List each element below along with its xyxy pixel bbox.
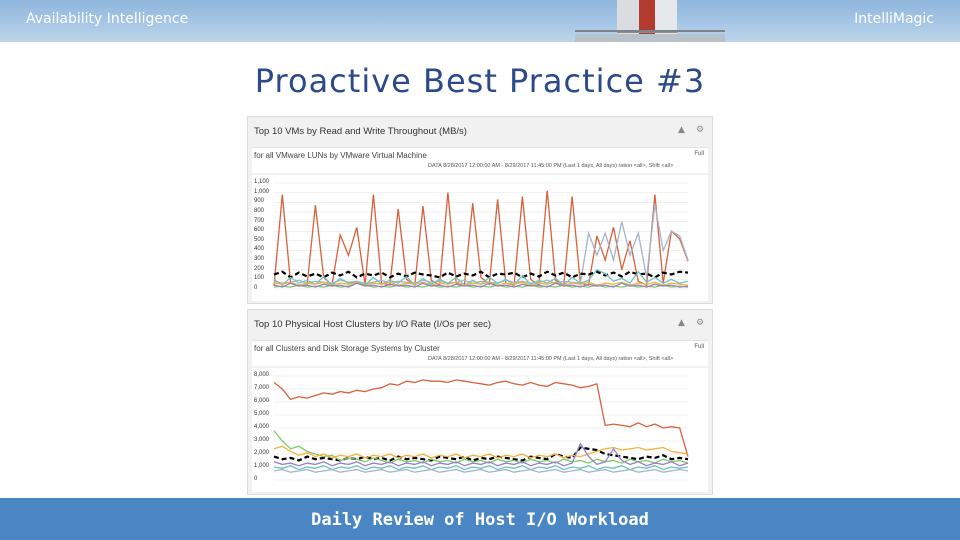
series-line: [273, 430, 689, 464]
plot-area: 8,000 7,000 6,000 5,000 4,000 3,000 2,000 1,000…: [252, 368, 708, 492]
series-line: [273, 465, 689, 471]
y-tick-label: 400: [254, 246, 265, 253]
chart-panel-io-rate: Top 10 Physical Host Clusters by I/O Rat…: [247, 309, 713, 495]
series-line: [273, 468, 689, 473]
y-tick-label: 8,000: [254, 372, 270, 378]
panel-title: Top 10 VMs by Read and Write Throughout …: [254, 126, 467, 137]
y-tick-label: 0: [254, 285, 258, 291]
panel-subtitle: for all VMware LUNs by VMware Virtual Ma…: [254, 151, 427, 160]
brand-left: Availability Intelligence: [26, 11, 189, 27]
collapse-icon[interactable]: ▲: [678, 318, 685, 328]
full-button[interactable]: Full: [694, 151, 704, 157]
line-chart: [273, 182, 689, 290]
series-line: [273, 281, 689, 286]
footer-bar: Daily Review of Host I/O Workload: [0, 498, 960, 540]
y-tick-label: 2,000: [254, 450, 270, 456]
y-tick-label: 1,100: [254, 179, 270, 185]
y-tick-label: 0: [254, 476, 258, 482]
y-tick-label: 800: [254, 207, 265, 214]
brand-logo: IntelliMagic: [854, 11, 934, 27]
y-tick-label: 900: [254, 198, 265, 205]
y-tick-label: 3,000: [254, 437, 270, 443]
gear-icon[interactable]: ⚙: [696, 318, 705, 328]
series-line: [273, 445, 689, 459]
y-tick-label: 1,000: [254, 188, 270, 195]
header-banner: Availability Intelligence IntelliMagic: [0, 0, 960, 42]
panel-subtitle: for all Clusters and Disk Storage System…: [254, 344, 440, 353]
y-tick-label: 600: [254, 227, 265, 234]
footer-caption: Daily Review of Host I/O Workload: [311, 510, 649, 530]
series-line: [273, 379, 689, 457]
slide-title: Proactive Best Practice #3: [254, 62, 706, 100]
gear-icon[interactable]: ⚙: [696, 125, 705, 135]
y-tick-label: 4,000: [254, 424, 270, 430]
y-tick-label: 1,000: [254, 463, 270, 469]
plot-area: 1,100 1,000 900 800 700 600 500 400 300 200 100 0: [252, 175, 708, 301]
chart-panel-throughput: Top 10 VMs by Read and Write Throughout …: [247, 116, 713, 304]
y-tick-label: 7,000: [254, 385, 270, 391]
series-line: [273, 204, 689, 284]
y-tick-label: 6,000: [254, 398, 270, 404]
panel-range: DATA 8/28/2017 12:00:00 AM - 8/29/2017 1…: [428, 163, 674, 169]
line-chart: [273, 375, 689, 481]
y-tick-label: 100: [254, 275, 265, 282]
full-button[interactable]: Full: [694, 344, 704, 350]
y-tick-label: 5,000: [254, 411, 270, 417]
series-line: [273, 190, 689, 287]
y-tick-label: 300: [254, 256, 265, 263]
panel-subheader: for all VMware LUNs by VMware Virtual Ma…: [252, 147, 708, 173]
series-line: [273, 442, 689, 467]
y-tick-label: 700: [254, 217, 265, 224]
panel-range: DATA 8/28/2017 12:00:00 AM - 8/29/2017 1…: [428, 356, 674, 362]
series-line: [273, 282, 689, 288]
collapse-icon[interactable]: ▲: [678, 125, 685, 135]
panel-title: Top 10 Physical Host Clusters by I/O Rat…: [254, 319, 492, 330]
panel-subheader: for all Clusters and Disk Storage System…: [252, 340, 708, 366]
railing-image: [575, 30, 725, 42]
series-line: [273, 282, 689, 288]
y-tick-label: 500: [254, 236, 265, 243]
series-line: [273, 270, 689, 279]
y-tick-label: 200: [254, 265, 265, 272]
